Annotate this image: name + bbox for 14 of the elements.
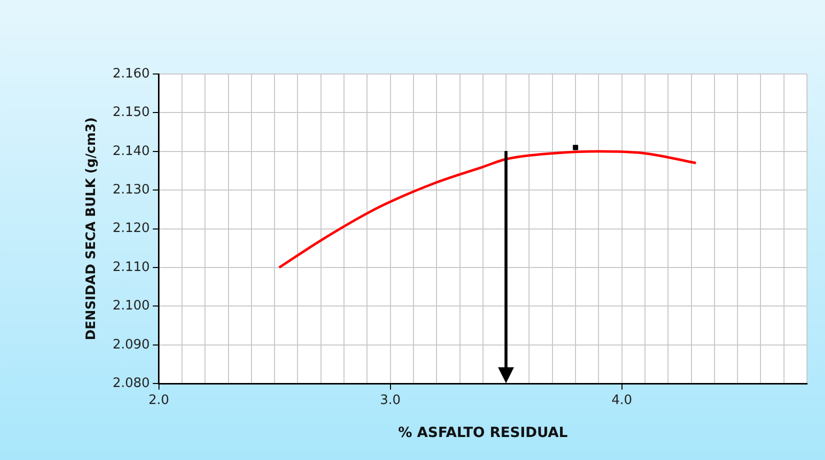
y-tick-label: 2.150 [112, 105, 150, 120]
y-tick-label: 2.090 [112, 337, 150, 352]
x-axis-title: % ASFALTO RESIDUAL [398, 425, 568, 442]
y-tick-label: 2.140 [112, 144, 150, 159]
x-tick-label: 3.0 [380, 392, 401, 408]
y-tick-label: 2.110 [112, 260, 150, 275]
x-tick-label: 4.0 [611, 392, 632, 408]
x-tick-label: 2.0 [148, 392, 170, 408]
y-axis-title: DENSIDAD SECA BULK (g/cm3) [84, 117, 100, 340]
y-tick-label: 2.080 [112, 376, 150, 391]
y-tick-label: 2.130 [112, 182, 150, 198]
y-tick-label: 2.160 [112, 66, 150, 82]
y-tick-label: 2.100 [112, 298, 150, 314]
y-tick-label: 2.120 [112, 221, 150, 236]
